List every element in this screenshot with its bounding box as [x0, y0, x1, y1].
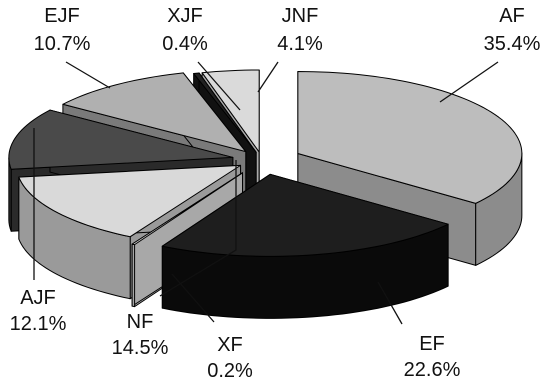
slice-percent-ejf: 10.7%: [34, 33, 91, 55]
slice-label-nf: NF: [127, 311, 154, 333]
slice-percent-jnf: 4.1%: [277, 33, 323, 55]
leader-line-ejf: [65, 61, 111, 89]
slice-percent-ef: 22.6%: [404, 359, 461, 381]
slice-label-xjf: XJF: [167, 5, 203, 27]
leader-line-nf: [159, 160, 237, 297]
slice-xf-side: [131, 243, 136, 308]
slice-percent-xf: 0.2%: [207, 360, 253, 382]
leader-line-ef: [377, 281, 403, 325]
slice-percent-xjf: 0.4%: [162, 33, 208, 55]
slice-percent-nf: 14.5%: [112, 337, 169, 359]
slice-label-af: AF: [499, 5, 525, 27]
leader-line-xf: [171, 273, 215, 323]
slice-percent-af: 35.4%: [484, 33, 541, 55]
slice-xf-top: [131, 172, 244, 246]
leader-line-af: [439, 61, 499, 103]
leader-line-xjf: [197, 61, 241, 111]
slice-ef-top: [161, 173, 449, 257]
slice-af-top: [297, 71, 523, 204]
slice-ejf-top: [62, 72, 247, 153]
labels-layer: AF 35.4% EF 22.6% XF 0.2% NF 14.5% AJF 12.1% EJF 10…: [10, 5, 541, 382]
leader-lines: [33, 61, 499, 325]
slice-xjf-top: [193, 72, 257, 153]
slice-nf-top: [18, 164, 242, 238]
leader-line-jnf: [257, 61, 279, 93]
slice-label-jnf: JNF: [282, 5, 319, 27]
slice-label-ejf: EJF: [44, 5, 80, 27]
slice-label-ef: EF: [419, 333, 445, 355]
slice-percent-ajf: 12.1%: [10, 313, 67, 335]
slice-ajf-top: [8, 109, 234, 170]
slice-label-ajf: AJF: [20, 287, 56, 309]
slice-ef: [161, 173, 449, 319]
slices-layer: [8, 69, 523, 319]
slice-label-xf: XF: [217, 334, 243, 356]
